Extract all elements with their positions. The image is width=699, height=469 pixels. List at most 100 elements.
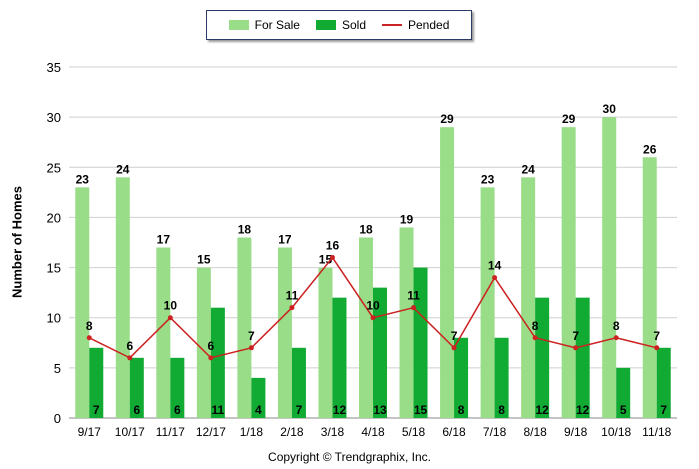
point-pended: [127, 355, 133, 361]
data-label-for-sale: 17: [157, 233, 171, 247]
data-label-for-sale: 23: [76, 172, 90, 186]
data-label-sold: 7: [296, 403, 303, 417]
legend-label-pended: Pended: [408, 18, 450, 32]
data-label-pended: 10: [164, 299, 178, 313]
point-pended: [451, 345, 457, 351]
bar-sold: [251, 377, 266, 418]
bar-for-sale: [237, 237, 252, 418]
point-pended: [411, 305, 417, 311]
legend-label-sold: Sold: [341, 18, 366, 32]
y-tick-label: 0: [54, 411, 61, 426]
data-label-for-sale: 17: [278, 233, 292, 247]
legend-swatch-pended: [382, 24, 402, 26]
data-label-pended: 7: [451, 329, 458, 343]
bar-sold: [575, 297, 590, 418]
data-label-for-sale: 29: [562, 112, 576, 126]
bar-for-sale: [399, 227, 414, 418]
copyright-text: Copyright © Trendgraphix, Inc.: [268, 450, 431, 464]
x-tick-label: 11/17: [156, 425, 185, 439]
data-label-sold: 8: [458, 403, 465, 417]
point-pended: [613, 335, 619, 341]
point-pended: [573, 345, 579, 351]
bar-for-sale: [359, 237, 373, 418]
data-label-sold: 4: [255, 403, 262, 417]
x-tick-label: 8/18: [523, 425, 547, 439]
bar-for-sale: [75, 187, 90, 418]
data-label-for-sale: 29: [440, 112, 454, 126]
data-label-pended: 11: [407, 289, 420, 303]
data-label-for-sale: 26: [643, 142, 657, 156]
x-tick-label: 7/18: [483, 425, 507, 439]
data-label-pended: 8: [532, 319, 539, 333]
point-pended: [654, 345, 660, 351]
data-label-sold: 12: [535, 403, 549, 417]
bar-sold: [535, 297, 550, 418]
legend-label-for-sale: For Sale: [254, 18, 300, 32]
bar-sold: [170, 357, 185, 418]
bar-for-sale: [521, 177, 536, 418]
bar-sold: [616, 367, 631, 418]
x-tick-label: 1/18: [240, 425, 264, 439]
bar-for-sale: [642, 157, 657, 418]
bar-sold: [291, 347, 306, 418]
data-label-pended: 11: [286, 289, 299, 303]
data-label-for-sale: 15: [197, 253, 211, 267]
data-label-pended: 6: [208, 339, 215, 353]
bar-sold: [332, 297, 347, 418]
data-label-sold: 13: [373, 403, 387, 417]
data-label-for-sale: 30: [603, 102, 617, 116]
y-tick-label: 20: [47, 210, 61, 225]
point-pended: [248, 345, 254, 351]
data-label-pended: 8: [86, 319, 93, 333]
bar-sold: [413, 267, 428, 418]
legend-swatch-for-sale: [228, 20, 249, 30]
data-label-sold: 6: [174, 403, 181, 417]
x-tick-label: 6/18: [442, 425, 466, 439]
bar-for-sale: [602, 117, 617, 419]
legend-item-for-sale: For Sale: [228, 18, 300, 32]
bar-for-sale: [440, 127, 455, 419]
point-pended: [329, 255, 335, 261]
y-tick-label: 5: [54, 361, 61, 376]
data-label-for-sale: 15: [319, 253, 333, 267]
data-label-sold: 7: [660, 403, 667, 417]
bar-sold: [210, 307, 225, 418]
point-pended: [289, 305, 295, 311]
data-label-pended: 7: [572, 329, 579, 343]
data-label-pended: 16: [326, 239, 340, 253]
legend-item-sold: Sold: [315, 18, 366, 32]
data-label-sold: 12: [576, 403, 590, 417]
data-label-sold: 6: [133, 403, 140, 417]
bar-for-sale: [561, 127, 576, 419]
data-label-for-sale: 24: [116, 162, 130, 176]
data-label-pended: 14: [488, 259, 502, 273]
y-tick-label: 30: [47, 110, 61, 125]
data-label-pended: 7: [653, 329, 660, 343]
data-label-for-sale: 19: [400, 212, 414, 226]
bar-sold: [129, 357, 144, 418]
bar-sold: [656, 347, 671, 418]
y-tick-label: 10: [47, 311, 61, 326]
data-label-pended: 8: [613, 319, 620, 333]
point-pended: [370, 315, 376, 321]
bar-for-sale: [196, 267, 211, 418]
y-tick-label: 15: [47, 261, 61, 276]
legend-item-pended: Pended: [382, 18, 449, 32]
bar-for-sale: [277, 247, 292, 418]
y-tick-label: 35: [47, 60, 61, 75]
data-label-for-sale: 23: [481, 172, 495, 186]
data-label-pended: 6: [126, 339, 133, 353]
data-label-pended: 10: [366, 299, 380, 313]
x-tick-label: 10/17: [115, 425, 145, 439]
data-label-sold: 5: [620, 403, 627, 417]
bar-sold: [89, 347, 104, 418]
bar-sold: [454, 337, 469, 418]
data-label-sold: 11: [212, 403, 225, 417]
point-pended: [167, 315, 173, 321]
bar-for-sale: [115, 177, 130, 418]
bar-sold: [373, 287, 387, 418]
point-pended: [492, 275, 498, 281]
point-pended: [208, 355, 214, 361]
bar-for-sale: [480, 187, 495, 418]
